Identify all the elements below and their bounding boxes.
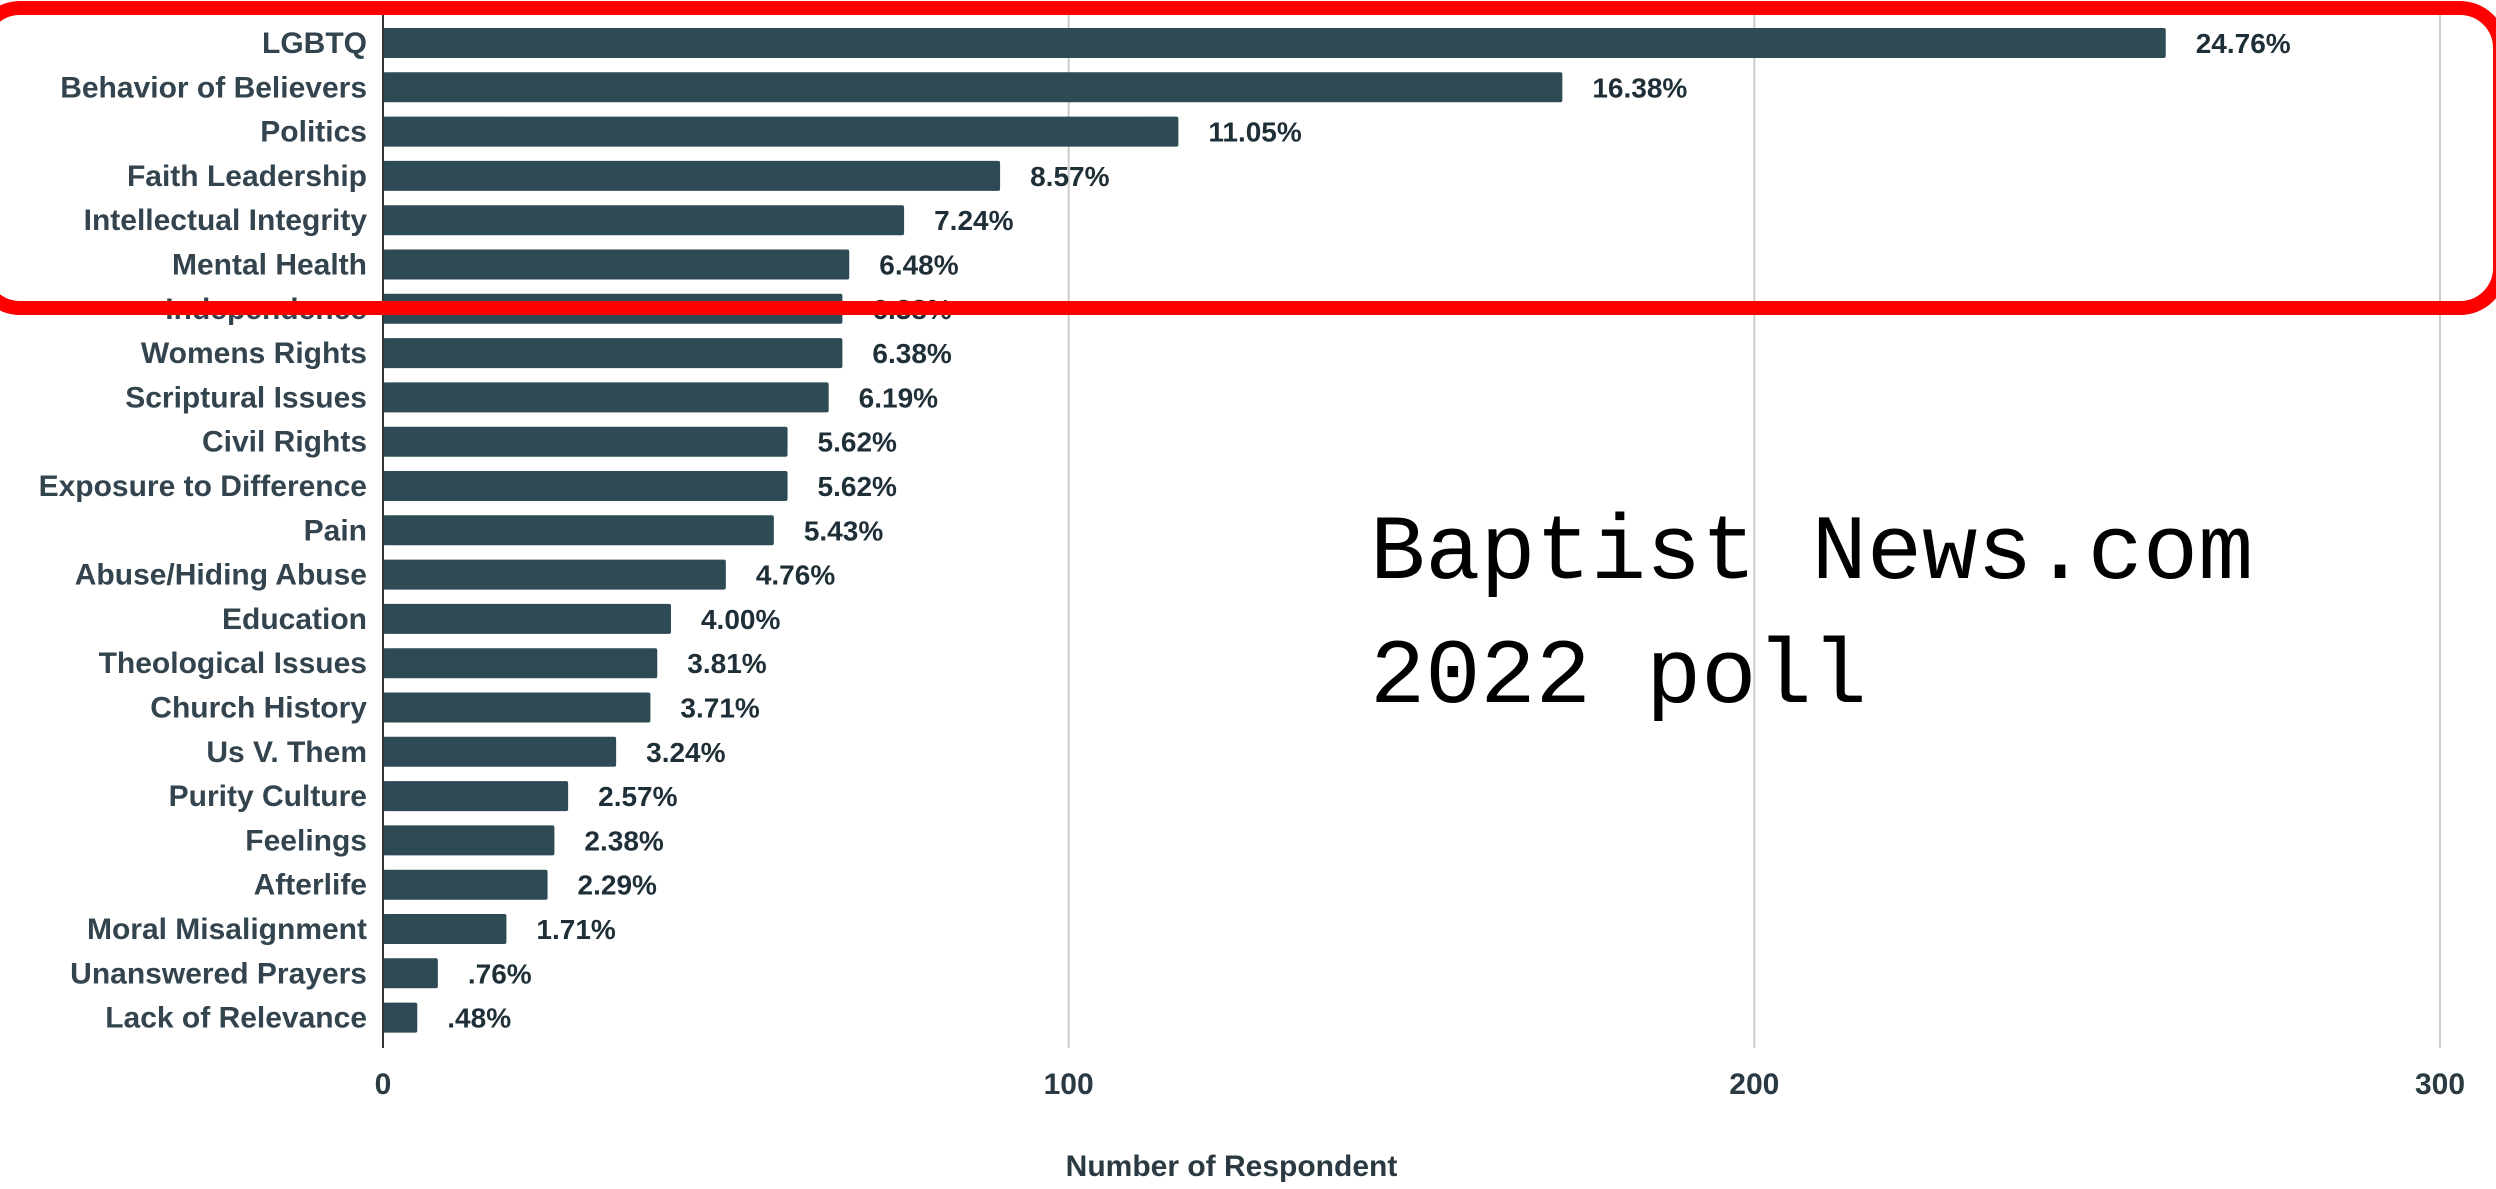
x-tick-labels: 0 100 200 300 <box>375 1068 2465 1101</box>
category-label: Education <box>222 603 367 636</box>
bar <box>383 958 438 989</box>
bar <box>383 825 555 856</box>
bar <box>383 515 774 546</box>
bar <box>383 736 617 767</box>
category-label: LGBTQ <box>262 27 367 60</box>
data-label: 4.00% <box>701 604 780 635</box>
data-label: 5.62% <box>818 471 897 502</box>
data-label: 2.57% <box>598 781 677 812</box>
data-label: 6.38% <box>872 338 951 369</box>
x-axis-title: Number of Respondent <box>1066 1150 1398 1183</box>
category-label: Intellectual Integrity <box>84 204 368 237</box>
bar <box>383 28 2166 58</box>
category-label: Faith Leadership <box>127 160 367 193</box>
category-label: Unanswered Prayers <box>70 957 367 990</box>
category-label: Behavior of Believers <box>60 71 367 104</box>
highlight-box <box>0 1 2496 315</box>
x-tick-label: 300 <box>2415 1068 2465 1101</box>
data-label: 8.57% <box>1030 161 1109 192</box>
data-label: 1.71% <box>536 914 615 945</box>
data-label: 2.29% <box>578 870 657 901</box>
data-label: .76% <box>468 958 532 989</box>
watermark-line-1: Baptist News.com <box>1370 501 2254 606</box>
x-tick-label: 200 <box>1729 1068 1779 1101</box>
data-label: 6.19% <box>859 382 938 413</box>
category-label: Abuse/Hiding Abuse <box>75 559 367 592</box>
bar <box>383 426 788 457</box>
bar <box>383 603 671 634</box>
category-label: Afterlife <box>254 869 367 902</box>
data-label: 24.76% <box>2196 28 2291 59</box>
bar <box>383 559 726 590</box>
bar <box>383 914 507 944</box>
category-label: Theological Issues <box>99 647 367 680</box>
bar <box>383 1002 418 1033</box>
data-label: 5.62% <box>818 427 897 458</box>
gridlines <box>1067 12 2441 1048</box>
bar <box>383 205 905 236</box>
bar <box>383 692 651 723</box>
data-label: 3.71% <box>680 693 759 724</box>
category-label: Us V. Them <box>206 736 367 769</box>
data-label: 11.05% <box>1208 117 1302 148</box>
x-tick-label: 100 <box>1044 1068 1094 1101</box>
value-labels: 24.76% 16.38% 11.05% 8.57% 7.24% 6.48% 6.38% 6.… <box>447 28 2291 1034</box>
category-label: Purity Culture <box>169 780 367 813</box>
category-label: Lack of Relevance <box>105 1002 367 1035</box>
data-label: 5.43% <box>804 515 883 546</box>
data-label: 6.48% <box>879 250 958 281</box>
category-label: Feelings <box>245 824 367 857</box>
watermark-line-2: 2022 poll <box>1370 625 1867 730</box>
bar <box>383 781 569 812</box>
category-label: Church History <box>150 692 367 725</box>
bar <box>383 471 788 501</box>
data-label: 7.24% <box>934 205 1013 236</box>
bar <box>383 869 548 900</box>
data-label: 16.38% <box>1592 72 1687 103</box>
bar <box>383 648 658 679</box>
bar <box>383 160 1001 191</box>
category-label: Scriptural Issues <box>125 381 367 414</box>
data-label: .48% <box>447 1003 511 1034</box>
data-label: 3.24% <box>646 737 725 768</box>
x-tick-label: 0 <box>375 1068 392 1101</box>
bar <box>383 116 1179 147</box>
bar <box>383 72 1563 103</box>
bar <box>383 382 829 413</box>
data-label: 4.76% <box>756 560 835 591</box>
category-label: Politics <box>260 116 367 149</box>
category-label: Mental Health <box>172 249 367 282</box>
category-label: Civil Rights <box>202 426 367 459</box>
data-label: 3.81% <box>687 648 766 679</box>
bar <box>383 338 843 369</box>
data-label: 2.38% <box>584 825 663 856</box>
category-labels: LGBTQ Behavior of Believers Politics Faith … <box>39 27 368 1035</box>
category-label: Exposure to Difference <box>39 470 367 503</box>
category-label: Pain <box>304 514 367 547</box>
category-label: Moral Misalignment <box>87 913 367 946</box>
category-label: Womens Rights <box>141 337 367 370</box>
bar <box>383 249 850 280</box>
